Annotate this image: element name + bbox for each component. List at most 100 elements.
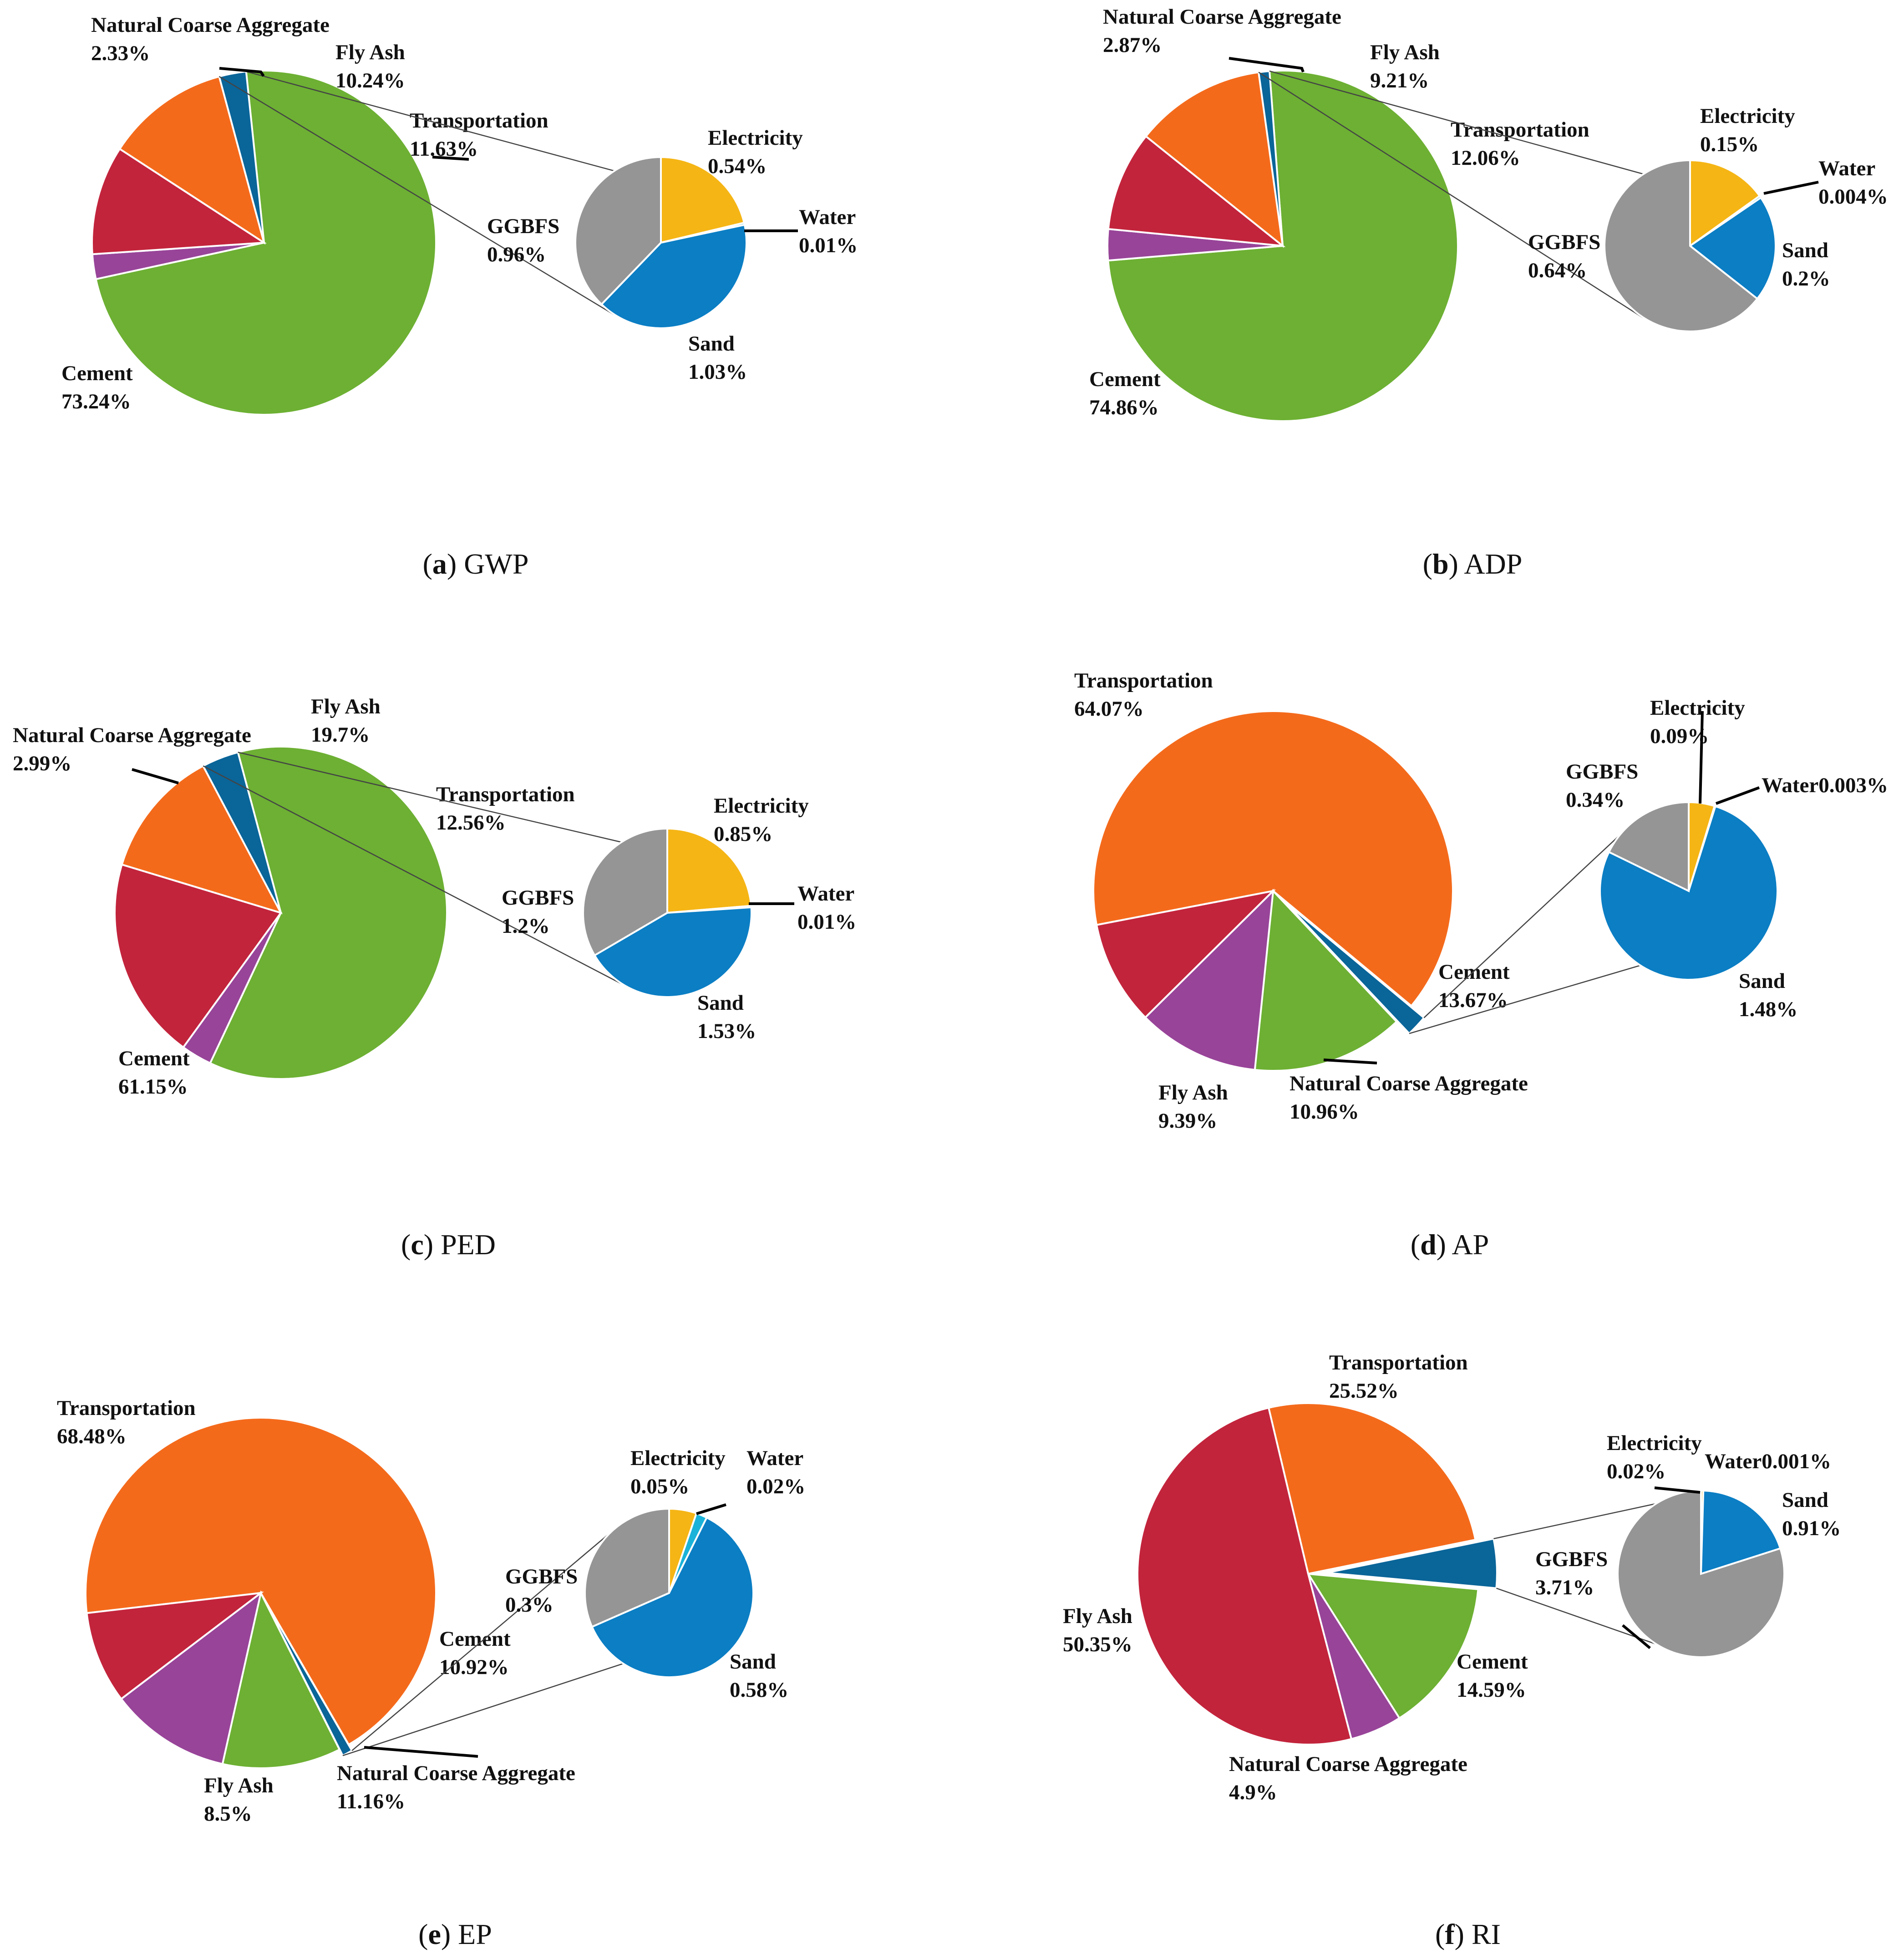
pie-label-transportation-name: Transportation — [57, 1396, 196, 1420]
pie-slice-fly-ash — [1136, 1406, 1353, 1746]
pie-label-transportation-label: Transportation 64.07% — [1074, 669, 1213, 721]
sub-pie-slice-ggbfs — [584, 1507, 670, 1628]
pie-label-fly-ash-label: Fly Ash 10.24% — [335, 41, 405, 92]
sub-pie-slice-sand — [600, 224, 747, 329]
caption-letter: e — [428, 1918, 441, 1950]
sub-pie-label-ggbfs-name: GGBFS — [1535, 1547, 1608, 1571]
caption-text: PED — [433, 1228, 496, 1261]
pie-label-natural-coarse-aggregate-label: Natural Coarse Aggregate 11.16% — [337, 1761, 575, 1813]
chart-panel-f: Transportation 25.52% Cement 14.59% Natural … — [1063, 1351, 1841, 1950]
caption-letter: b — [1432, 548, 1449, 580]
sub-pie-label-sand-value: 0.58% — [730, 1678, 788, 1702]
leader-line — [1654, 1486, 1701, 1494]
caption: (b) ADP — [1423, 548, 1523, 580]
pie-label-cement-value: 74.86% — [1089, 396, 1159, 419]
sub-pie-label-electricity-value: 0.54% — [708, 154, 767, 178]
pie-label-fly-ash-name: Fly Ash — [204, 1774, 274, 1797]
pie-label-fly-ash-label: Fly Ash 9.21% — [1370, 41, 1440, 92]
pie-label-natural-coarse-aggregate-name: Natural Coarse Aggregate — [1290, 1072, 1528, 1095]
sub-pie-slice-electricity — [660, 156, 746, 244]
sub-pie-label-ggbfs-value: 3.71% — [1535, 1576, 1594, 1599]
pie-label-fly-ash-name: Fly Ash — [1370, 41, 1440, 64]
sub-pie-label-sand-label: Sand 0.58% — [730, 1650, 788, 1702]
sub-pie-label-ggbfs-value: 0.3% — [505, 1593, 553, 1617]
pie-label-transportation-value: 25.52% — [1329, 1379, 1399, 1403]
pie-label-natural-coarse-aggregate-value: 2.33% — [91, 41, 150, 65]
connector-line-top — [1423, 816, 1640, 1018]
pie-label-transportation-label: Transportation 11.63% — [410, 109, 548, 161]
leader-line — [696, 1503, 726, 1515]
pie-label-transportation-value: 64.07% — [1074, 697, 1144, 721]
sub-pie-label-water-label: Water 0.02% — [746, 1446, 805, 1498]
sub-pie-label-ggbfs-label: GGBFS 0.3% — [505, 1565, 578, 1617]
caption: (e) EP — [418, 1918, 492, 1950]
sub-pie-label-sand-value: 0.2% — [1782, 267, 1830, 290]
sub-pie-label-electricity-name: Electricity — [708, 126, 803, 150]
sub-pie-label-electricity-name: Electricity — [714, 794, 809, 818]
caption-open-paren: ( — [418, 1918, 428, 1950]
sub-pie-label-ggbfs-value: 0.34% — [1566, 788, 1625, 812]
caption-open-paren: ( — [401, 1228, 411, 1261]
pie-label-fly-ash-name: Fly Ash — [1158, 1081, 1228, 1104]
connector-line-top — [1269, 70, 1643, 175]
sub-pie-label-water-name: Water — [799, 205, 856, 229]
pie-slice-fly-ash — [1107, 135, 1286, 247]
pie-label-natural-coarse-aggregate-name: Natural Coarse Aggregate — [337, 1761, 575, 1785]
leader-line — [1622, 1624, 1651, 1649]
caption-open-paren: ( — [1435, 1918, 1445, 1950]
pie-label-transportation-label: Transportation 12.56% — [436, 783, 575, 834]
sub-pie-label-electricity-value: 0.15% — [1700, 132, 1759, 156]
chart-panel-c: Cement 61.15% Natural Coarse Aggregate 2.99… — [13, 695, 856, 1261]
leader-line — [1229, 57, 1305, 73]
sub-pie-label-electricity-label: Electricity 0.85% — [714, 794, 809, 846]
sub-pie-label-water-value: 0.004% — [1818, 185, 1888, 209]
pie-label-cement-name: Cement — [118, 1047, 190, 1070]
pie-slice-transportation — [118, 75, 266, 245]
pie-label-natural-coarse-aggregate-value: 2.99% — [13, 752, 71, 775]
sub-pie-label-sand-name: Sand — [1782, 1488, 1828, 1512]
sub-pie-label-electricity-name: Electricity — [630, 1446, 726, 1470]
sub-pie-label-ggbfs-name: GGBFS — [1528, 230, 1600, 254]
pie-label-transportation-name: Transportation — [436, 783, 575, 806]
pie-label-fly-ash-value: 50.35% — [1063, 1633, 1132, 1656]
caption-letter: d — [1420, 1228, 1437, 1261]
pie-label-natural-coarse-aggregate-value: 10.96% — [1290, 1100, 1359, 1124]
chart-panel-a: Cement 73.24% Natural Coarse Aggregate 2.33… — [61, 13, 858, 580]
sub-pie-slice-sand — [1700, 1490, 1782, 1575]
sub-pie-label-ggbfs-value: 1.2% — [502, 914, 550, 938]
sub-pie-label-ggbfs-label: GGBFS 0.64% — [1528, 230, 1600, 282]
sub-pie-label-sand-name: Sand — [1739, 969, 1785, 993]
caption-close-paren: ) — [1455, 1918, 1464, 1950]
sub-pie-label-water-value: 0.003% — [1818, 773, 1888, 797]
sub-pie-label-ggbfs-value: 0.64% — [1528, 259, 1587, 282]
caption-open-paren: ( — [1423, 548, 1432, 580]
pie-label-fly-ash-label: Fly Ash 50.35% — [1063, 1604, 1132, 1656]
pie-slice-transportation — [121, 764, 283, 915]
connector-line-bottom — [1258, 71, 1644, 318]
caption-open-paren: ( — [1411, 1228, 1420, 1261]
pie-label-fly-ash-value: 8.5% — [204, 1802, 252, 1826]
caption: (a) GWP — [423, 548, 529, 580]
sub-pie-label-ggbfs-label: GGBFS 0.34% — [1566, 760, 1638, 812]
pie-label-transportation-value: 68.48% — [57, 1425, 127, 1448]
pie-slice-fly-ash — [91, 148, 267, 255]
pie-label-cement-value: 13.67% — [1438, 988, 1508, 1012]
sub-pie-slice-sand — [1599, 805, 1778, 981]
caption-letter: a — [432, 548, 447, 580]
sub-pie-label-water-name: Water — [746, 1446, 803, 1470]
sub-pie-label-sand-label: Sand 0.2% — [1782, 239, 1830, 290]
sub-pie-label-water-value: 0.01% — [797, 910, 856, 934]
sub-pie-label-sand-value: 0.91% — [1782, 1516, 1841, 1540]
sub-pie-label-water-label: Water 0.004% — [1818, 157, 1888, 209]
sub-pie-label-ggbfs-name: GGBFS — [1566, 760, 1638, 784]
sub-pie-label-water-name: Water — [1818, 157, 1875, 180]
sub-pie-label-electricity-name: Electricity — [1650, 696, 1745, 720]
sub-pie-label-electricity-label: Electricity 0.54% — [708, 126, 803, 178]
pie-label-natural-coarse-aggregate-name: Natural Coarse Aggregate — [1229, 1752, 1467, 1776]
sub-pie-label-sand-name: Sand — [688, 332, 735, 356]
sub-pie-label-sand-label: Sand 0.91% — [1782, 1488, 1841, 1540]
pie-label-natural-coarse-aggregate-label: Natural Coarse Aggregate 2.87% — [1103, 5, 1341, 57]
sub-pie-slice-electricity — [666, 827, 752, 914]
pie-label-natural-coarse-aggregate-label: Natural Coarse Aggregate 4.9% — [1229, 1752, 1467, 1804]
sub-pie-slice-sand — [590, 1516, 754, 1679]
